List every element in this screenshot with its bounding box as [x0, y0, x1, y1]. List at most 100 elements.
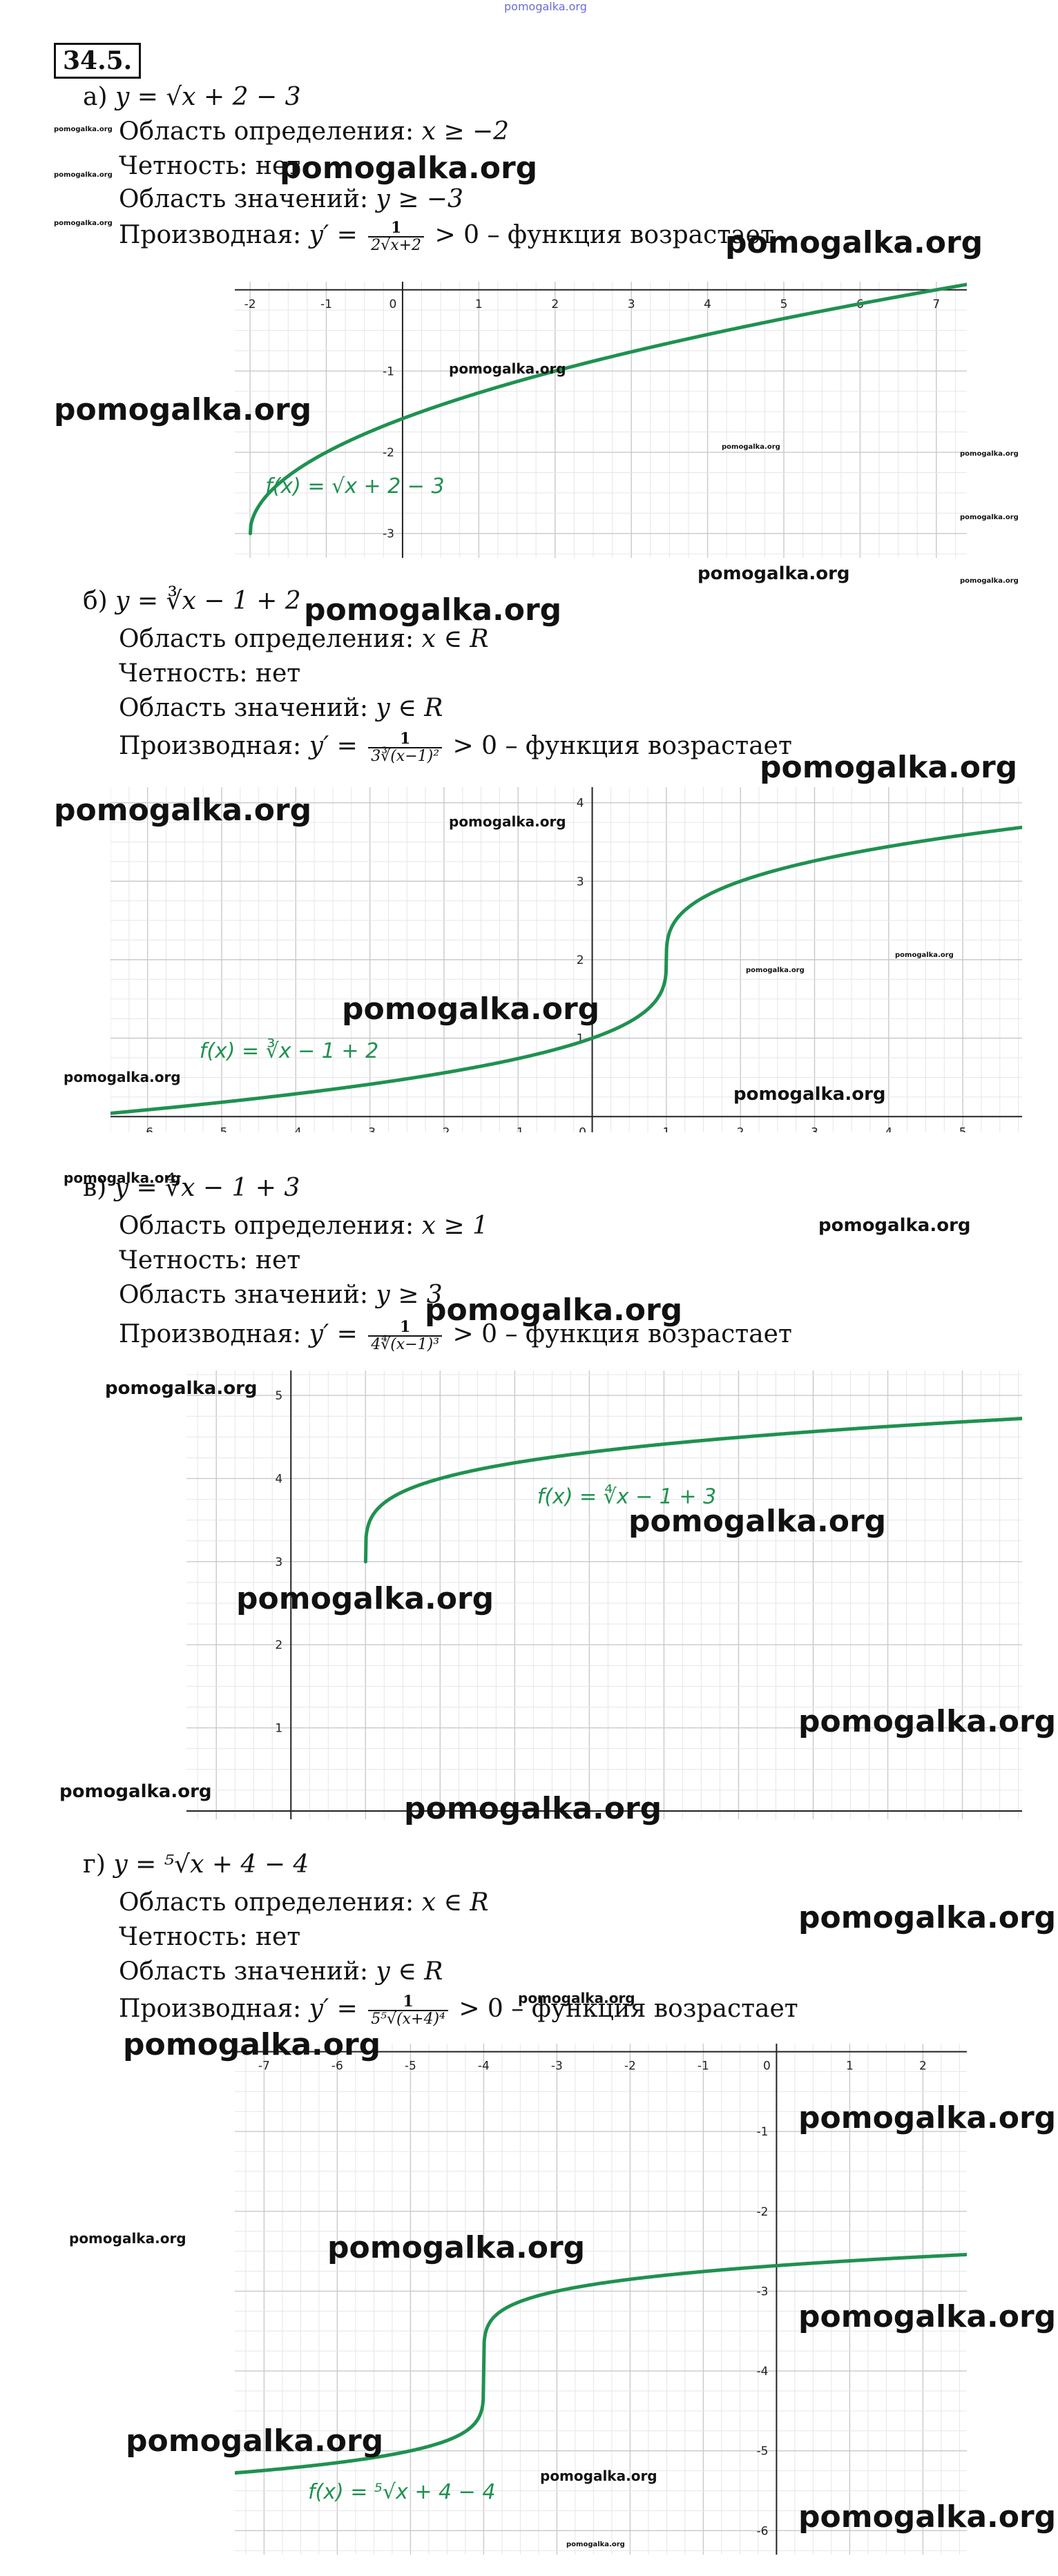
- x-tick-label: -4: [478, 2060, 490, 2073]
- x-tick-label: 5: [959, 1125, 967, 1132]
- watermark: pomogalka.org: [760, 750, 1018, 785]
- x-tick-label: 1: [475, 298, 483, 311]
- graph-part-a: -2 -1 0 1 2 3 4 5 6 7-1-2-3f(x) = √x + 2 − 3: [235, 282, 967, 558]
- y-tick-label: 1: [577, 1032, 584, 1046]
- watermark: pomogalka.org: [236, 1581, 494, 1616]
- watermark: pomogalka.org: [798, 2499, 1057, 2535]
- x-tick-label: 2: [551, 298, 559, 311]
- part-a-label: а): [83, 83, 108, 111]
- part-b-domain: Область определения: x ∈ R: [119, 625, 489, 653]
- graph-part-b: -6 -5 -4 -3 -2 -1 0 1 2 3 4 5 1 2 3 4 f(x) = ∛x − 1 + 2: [110, 787, 1022, 1132]
- function-curve: [235, 2252, 967, 2475]
- function-curve: [363, 1417, 1022, 1564]
- domain-value: x ≥ 1: [421, 1212, 488, 1240]
- domain-label: Область определения:: [119, 1888, 414, 1917]
- derivative-fraction: 1 2√x+2: [368, 220, 425, 254]
- part-a-header: а) y = √x + 2 − 3: [83, 83, 301, 111]
- watermark: pomogalka.org: [425, 1292, 683, 1328]
- watermark: pomogalka.org: [628, 1504, 887, 1539]
- range-label: Область значений:: [119, 1281, 368, 1309]
- watermark: pomogalka.org: [54, 126, 113, 133]
- x-tick-label: 1: [662, 1125, 670, 1132]
- function-label: f(x) = ⁵√x + 4 − 4: [308, 2480, 495, 2504]
- y-tick-label: -6: [756, 2524, 768, 2538]
- domain-label: Область определения:: [119, 1212, 414, 1240]
- derivative-fraction: 1 3∛(x−1)²: [368, 730, 443, 765]
- watermark: pomogalka.org: [59, 1781, 212, 1802]
- range-value: y ∈ R: [376, 694, 443, 722]
- watermark: pomogalka.org: [960, 577, 1019, 585]
- watermark: pomogalka.org: [960, 450, 1019, 458]
- x-tick-label: 1: [846, 2060, 854, 2073]
- watermark: pomogalka.org: [960, 514, 1019, 521]
- part-a-parity: Четность: нет: [119, 152, 300, 180]
- watermark: pomogalka.org: [69, 2230, 186, 2247]
- domain-value: x ≥ −2: [421, 117, 510, 146]
- y-tick-label: 4: [275, 1472, 282, 1486]
- parity-label: Четность:: [119, 1246, 248, 1275]
- derivative-lhs: y′ =: [309, 732, 358, 761]
- x-tick-label: 2: [919, 2060, 927, 2073]
- y-tick-label: -4: [756, 2365, 768, 2379]
- watermark: pomogalka.org: [449, 360, 566, 377]
- x-tick-label: -3: [364, 1125, 376, 1132]
- parity-value: нет: [255, 1246, 301, 1275]
- graph-part-d: -7 -6 -5 -4 -3 -2 -1 0 1 2 -1 -2 -3 -4 -5 -6 f(x) = ⁵√x …: [235, 2044, 967, 2555]
- y-tick-label: -1: [756, 2125, 768, 2139]
- x-tick-label: 7: [932, 298, 940, 311]
- watermark: pomogalka.org: [798, 1900, 1057, 1935]
- part-c-function: y = ∜x − 1 + 3: [114, 1174, 300, 1202]
- part-d-parity: Четность: нет: [119, 1923, 300, 1951]
- watermark: pomogalka.org: [54, 392, 312, 427]
- x-tick-label: 4: [885, 1125, 892, 1132]
- graph-part-c: -1012345678912345f(x) = ∜x − 1 + 3: [186, 1371, 1022, 1819]
- grid: [235, 282, 967, 558]
- watermark: pomogalka.org: [280, 151, 538, 186]
- y-tick-label: 1: [275, 1722, 282, 1736]
- watermark: pomogalka.org: [746, 967, 805, 974]
- parity-value: нет: [255, 659, 301, 688]
- grid: [186, 1371, 1022, 1819]
- x-tick-label: 3: [811, 1125, 818, 1132]
- parity-label: Четность:: [119, 1923, 248, 1951]
- y-tick-label: -2: [756, 2205, 768, 2219]
- x-tick-label: -1: [512, 1125, 524, 1132]
- x-tick-label: -1: [320, 298, 332, 311]
- derivative-tail: > 0 – функция возрастает: [434, 221, 774, 250]
- function-label: f(x) = √x + 2 − 3: [265, 474, 444, 498]
- watermark: pomogalka.org: [126, 2423, 384, 2459]
- part-d-label: г): [83, 1850, 106, 1879]
- grid: [235, 2044, 967, 2555]
- x-tick-label: -4: [290, 1125, 302, 1132]
- x-tick-label: 0: [579, 1125, 586, 1132]
- x-tick-label: -1: [698, 2060, 709, 2073]
- watermark: pomogalka.org: [798, 2299, 1057, 2334]
- y-tick-label: -2: [383, 446, 394, 460]
- derivative-fraction: 1 4∜(x−1)³: [368, 1319, 443, 1353]
- part-c-derivative: Производная: y′ = 1 4∜(x−1)³ > 0 – функци…: [119, 1319, 792, 1353]
- part-b-header: б) y = ∛x − 1 + 2: [83, 587, 301, 615]
- parity-value: нет: [255, 152, 301, 180]
- y-tick-label: 3: [275, 1556, 282, 1569]
- y-tick-label: 2: [577, 953, 584, 967]
- part-a-function: y = √x + 2 − 3: [115, 83, 301, 111]
- watermark: pomogalka.org: [698, 563, 850, 584]
- watermark: pomogalka.org: [123, 2027, 381, 2062]
- watermark: pomogalka.org: [722, 443, 780, 451]
- watermark: pomogalka.org: [105, 1378, 258, 1399]
- part-d-derivative: Производная: y′ = 1 5⁵√(x+4)⁴ > 0 – функц…: [119, 1993, 798, 2028]
- domain-label: Область определения:: [119, 625, 414, 653]
- part-c-header: в) y = ∜x − 1 + 3: [83, 1174, 300, 1202]
- x-tick-label: 0: [763, 2060, 771, 2073]
- y-tick-label: 3: [577, 875, 584, 889]
- x-tick-label: -2: [438, 1125, 450, 1132]
- parity-label: Четность:: [119, 659, 248, 688]
- problem-number: 34.5.: [54, 43, 142, 79]
- watermark: pomogalka.org: [54, 171, 113, 179]
- derivative-label: Производная:: [119, 1320, 302, 1349]
- watermark: pomogalka.org: [566, 2541, 625, 2548]
- watermark: pomogalka.org: [304, 592, 562, 628]
- range-value: y ≥ 3: [376, 1281, 443, 1309]
- part-c-parity: Четность: нет: [119, 1246, 300, 1275]
- x-tick-label: -5: [405, 2060, 416, 2073]
